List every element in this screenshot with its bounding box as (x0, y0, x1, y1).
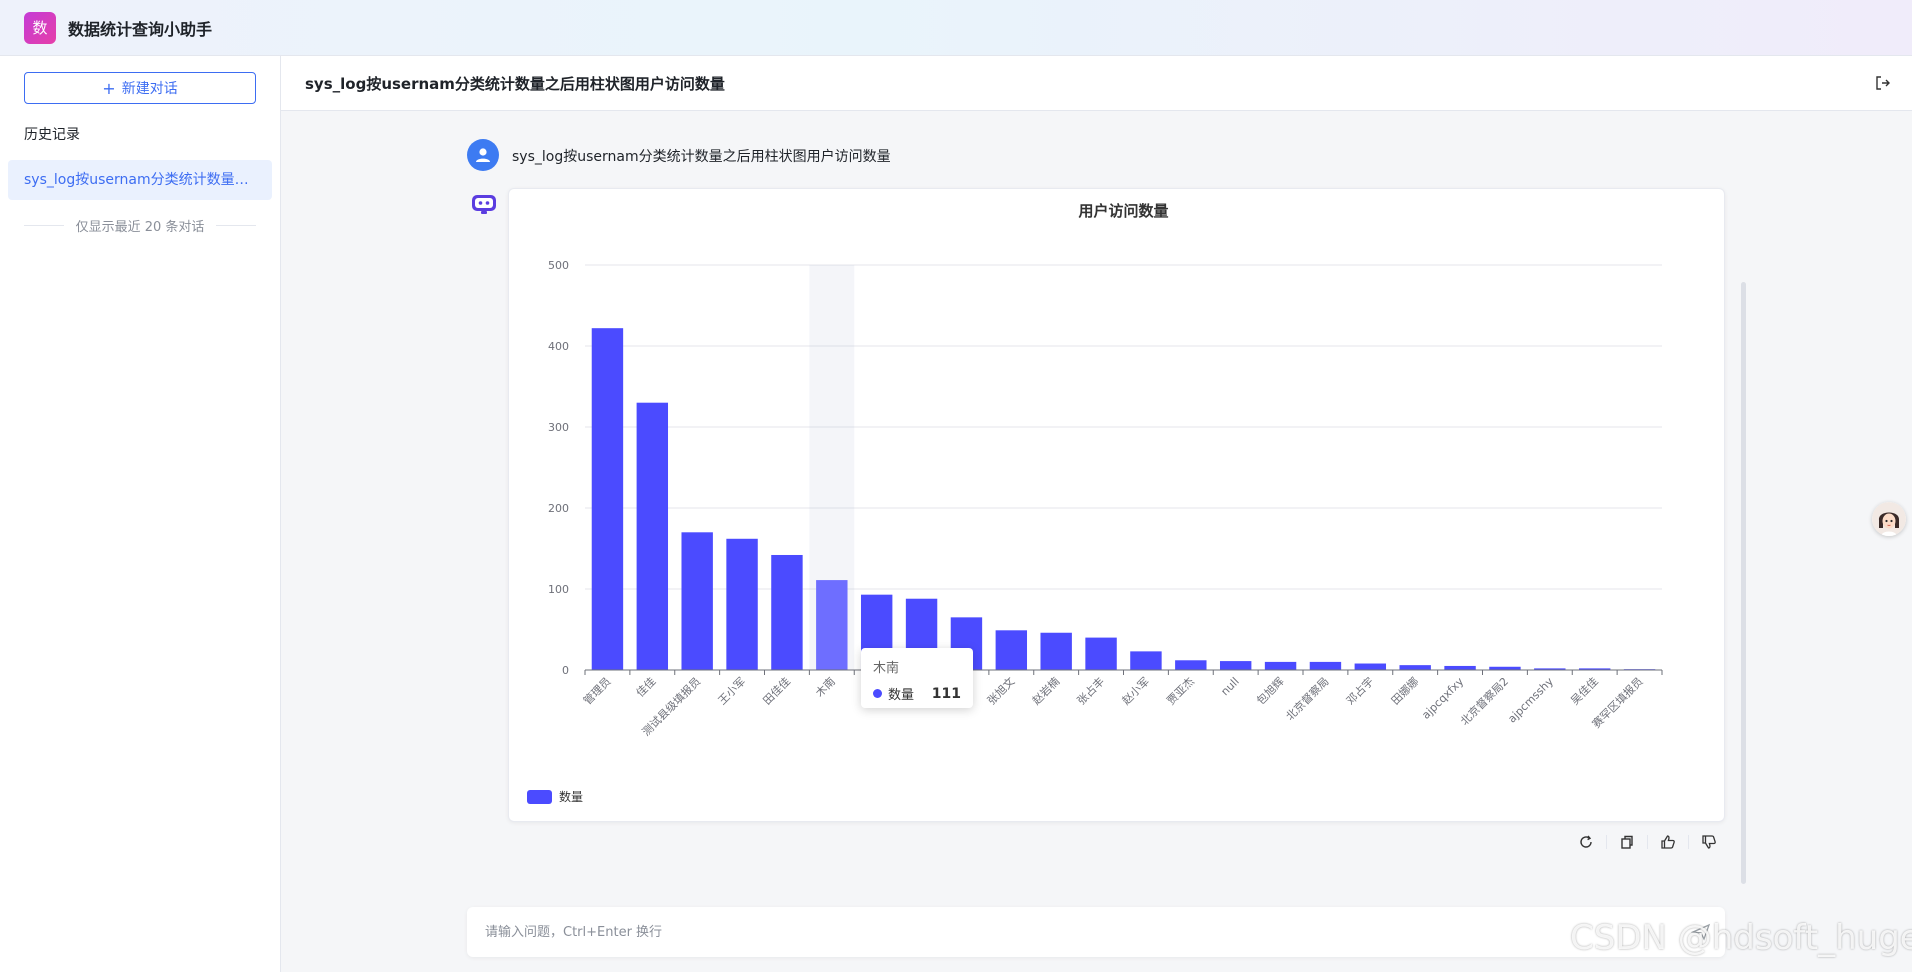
bar-14 (1219, 661, 1252, 670)
robot-icon (472, 195, 496, 214)
x-tick-label-9: 张旭文 (984, 674, 1017, 707)
tooltip-marker (873, 689, 882, 698)
x-tick-label-5: 木南 (813, 675, 838, 700)
y-tick-label-1: 100 (548, 583, 569, 596)
y-tick-label-2: 200 (548, 502, 569, 515)
tooltip-category: 木南 (873, 661, 900, 676)
plus-icon: + (102, 78, 116, 98)
y-tick-label-3: 300 (548, 421, 569, 434)
assistant-avatar[interactable] (1872, 502, 1906, 536)
x-tick-label-3: 王小军 (716, 675, 749, 708)
bar-9 (995, 630, 1028, 670)
copy-icon (1621, 835, 1633, 849)
tooltip-value: 111 (931, 685, 961, 702)
thumbs-up-button[interactable] (1658, 832, 1678, 852)
user-message: sys_log按usernam分类统计数量之后用柱状图用户访问数量 (512, 149, 891, 165)
x-tick-label-15: 包旭辉 (1253, 674, 1286, 707)
x-tick-label-18: 田娜娜 (1388, 674, 1421, 707)
y-tick-label-4: 400 (548, 340, 569, 353)
divider (1647, 835, 1648, 849)
chart-card: 用户访问数量 0 100 200 300 400 500 管理员 佳佳 测试县级填报员 王小军 田佳佳… (508, 188, 1725, 822)
new-chat-label: 新建对话 (121, 81, 178, 97)
history-heading: 历史记录 (24, 127, 80, 143)
divider (24, 225, 64, 226)
x-tick-label-17: 邓占宇 (1343, 674, 1376, 707)
thumbs-down-button[interactable] (1699, 832, 1719, 852)
new-chat-button[interactable]: + 新建对话 (24, 72, 256, 104)
history-note-text: 仅显示最近 20 条对话 (75, 220, 205, 235)
scrollbar[interactable] (1741, 282, 1746, 884)
bar-19 (1444, 665, 1476, 670)
x-tick-label-11: 张占丰 (1074, 674, 1107, 707)
x-tick-label-14: null (1218, 675, 1241, 698)
x-tick-label-22: 吴佳佳 (1568, 674, 1601, 707)
legend-swatch (527, 790, 552, 804)
bar-21 (1534, 668, 1566, 670)
bar-1 (636, 402, 669, 670)
divider (1606, 835, 1607, 849)
page-title: sys_log按usernam分类统计数量之后用柱状图用户访问数量 (305, 74, 725, 93)
tooltip-series: 数量 (888, 688, 915, 703)
refresh-icon (1580, 835, 1592, 848)
x-tick-label-21: ajpcmsshy (1505, 675, 1556, 726)
x-tick-label-19: ajpcqxfxy (1419, 675, 1466, 722)
x-tick-label-0: 管理员 (580, 674, 613, 707)
bar-18 (1399, 665, 1431, 670)
x-tick-label-10: 赵岩楠 (1029, 674, 1062, 707)
user-icon (476, 148, 490, 162)
divider (216, 225, 256, 226)
chart-tooltip: 木南 数量 111 (861, 648, 973, 708)
bar-11 (1085, 637, 1117, 670)
bar-15 (1264, 661, 1297, 670)
main-header: sys_log按usernam分类统计数量之后用柱状图用户访问数量 (281, 56, 1912, 111)
x-tick-label-16: 北京督察局 (1283, 674, 1332, 723)
send-icon[interactable] (1691, 922, 1711, 942)
logout-icon[interactable] (1874, 74, 1892, 92)
thumbs-down-icon (1702, 835, 1716, 849)
app-title: 数据统计查询小助手 (68, 19, 213, 39)
chat-input[interactable] (467, 907, 1725, 957)
legend-label: 数量 (559, 789, 583, 804)
user-avatar (467, 139, 499, 171)
message-actions (1576, 832, 1719, 852)
x-tick-label-12: 赵小军 (1119, 674, 1152, 707)
app-logo: 数 (24, 11, 56, 44)
chat-input-box (467, 907, 1725, 957)
bar-20 (1489, 666, 1521, 670)
x-tick-label-4: 田佳佳 (760, 674, 793, 707)
sidebar: + 新建对话 历史记录 sys_log按usernam分类统计数量之后用柱状图用… (0, 56, 281, 972)
x-tick-label-20: 北京督察局2 (1457, 674, 1511, 728)
copy-button[interactable] (1617, 832, 1637, 852)
top-bar: 数 数据统计查询小助手 (0, 0, 1912, 56)
history-item[interactable]: sys_log按usernam分类统计数量之后用柱状图用户访问数量 (8, 160, 272, 200)
y-tick-label-0: 0 (562, 664, 569, 677)
bar-16 (1309, 661, 1342, 670)
girl-avatar-icon (1872, 502, 1906, 536)
bar-0 (591, 328, 624, 670)
thumbs-up-icon (1661, 835, 1675, 849)
chart-title: 用户访问数量 (1078, 202, 1168, 220)
bar-17 (1354, 663, 1387, 670)
bar-13 (1175, 660, 1207, 670)
bar-4 (771, 554, 803, 670)
history-note: 仅显示最近 20 条对话 (24, 216, 256, 235)
watermark: CSDN @hdsoft_huge (1570, 918, 1912, 958)
bar-2 (681, 532, 713, 670)
bar-22 (1578, 668, 1611, 670)
bar-3 (726, 538, 758, 670)
x-tick-label-1: 佳佳 (633, 674, 658, 699)
bar-5 (816, 580, 848, 670)
bar-10 (1040, 632, 1072, 670)
bar-12 (1130, 651, 1162, 670)
refresh-button[interactable] (1576, 832, 1596, 852)
divider (1688, 835, 1689, 849)
y-tick-label-5: 500 (548, 259, 569, 272)
x-tick-label-13: 贾亚杰 (1164, 675, 1197, 708)
